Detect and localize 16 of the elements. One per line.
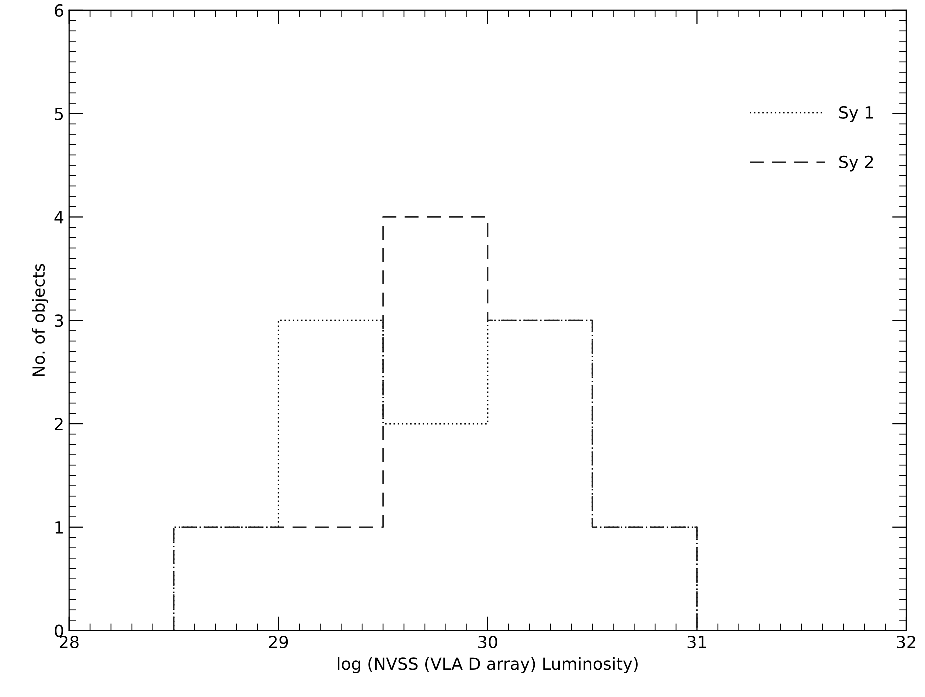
- y-tick-label: 6: [55, 4, 64, 18]
- y-tick-label: 0: [55, 624, 64, 638]
- y-tick-label: 3: [55, 314, 64, 328]
- y-tick-label: 4: [54, 211, 64, 224]
- legend-label: Sy 2: [840, 156, 874, 172]
- x-tick-label: 29: [269, 636, 288, 649]
- y-tick-label: 1: [56, 522, 63, 534]
- legend-label: Sy 1: [840, 106, 874, 122]
- x-tick-label: 28: [60, 636, 79, 649]
- y-tick-label: 5: [55, 108, 64, 120]
- y-axis-title: No. of objects: [32, 264, 48, 376]
- y-tick-label: 2: [55, 418, 63, 430]
- x-axis-title: log (NVSS (VLA D array) Luminosity): [338, 657, 638, 674]
- x-tick-label: 30: [478, 636, 498, 649]
- x-tick-label: 31: [688, 636, 706, 649]
- x-tick-label: 32: [897, 636, 916, 649]
